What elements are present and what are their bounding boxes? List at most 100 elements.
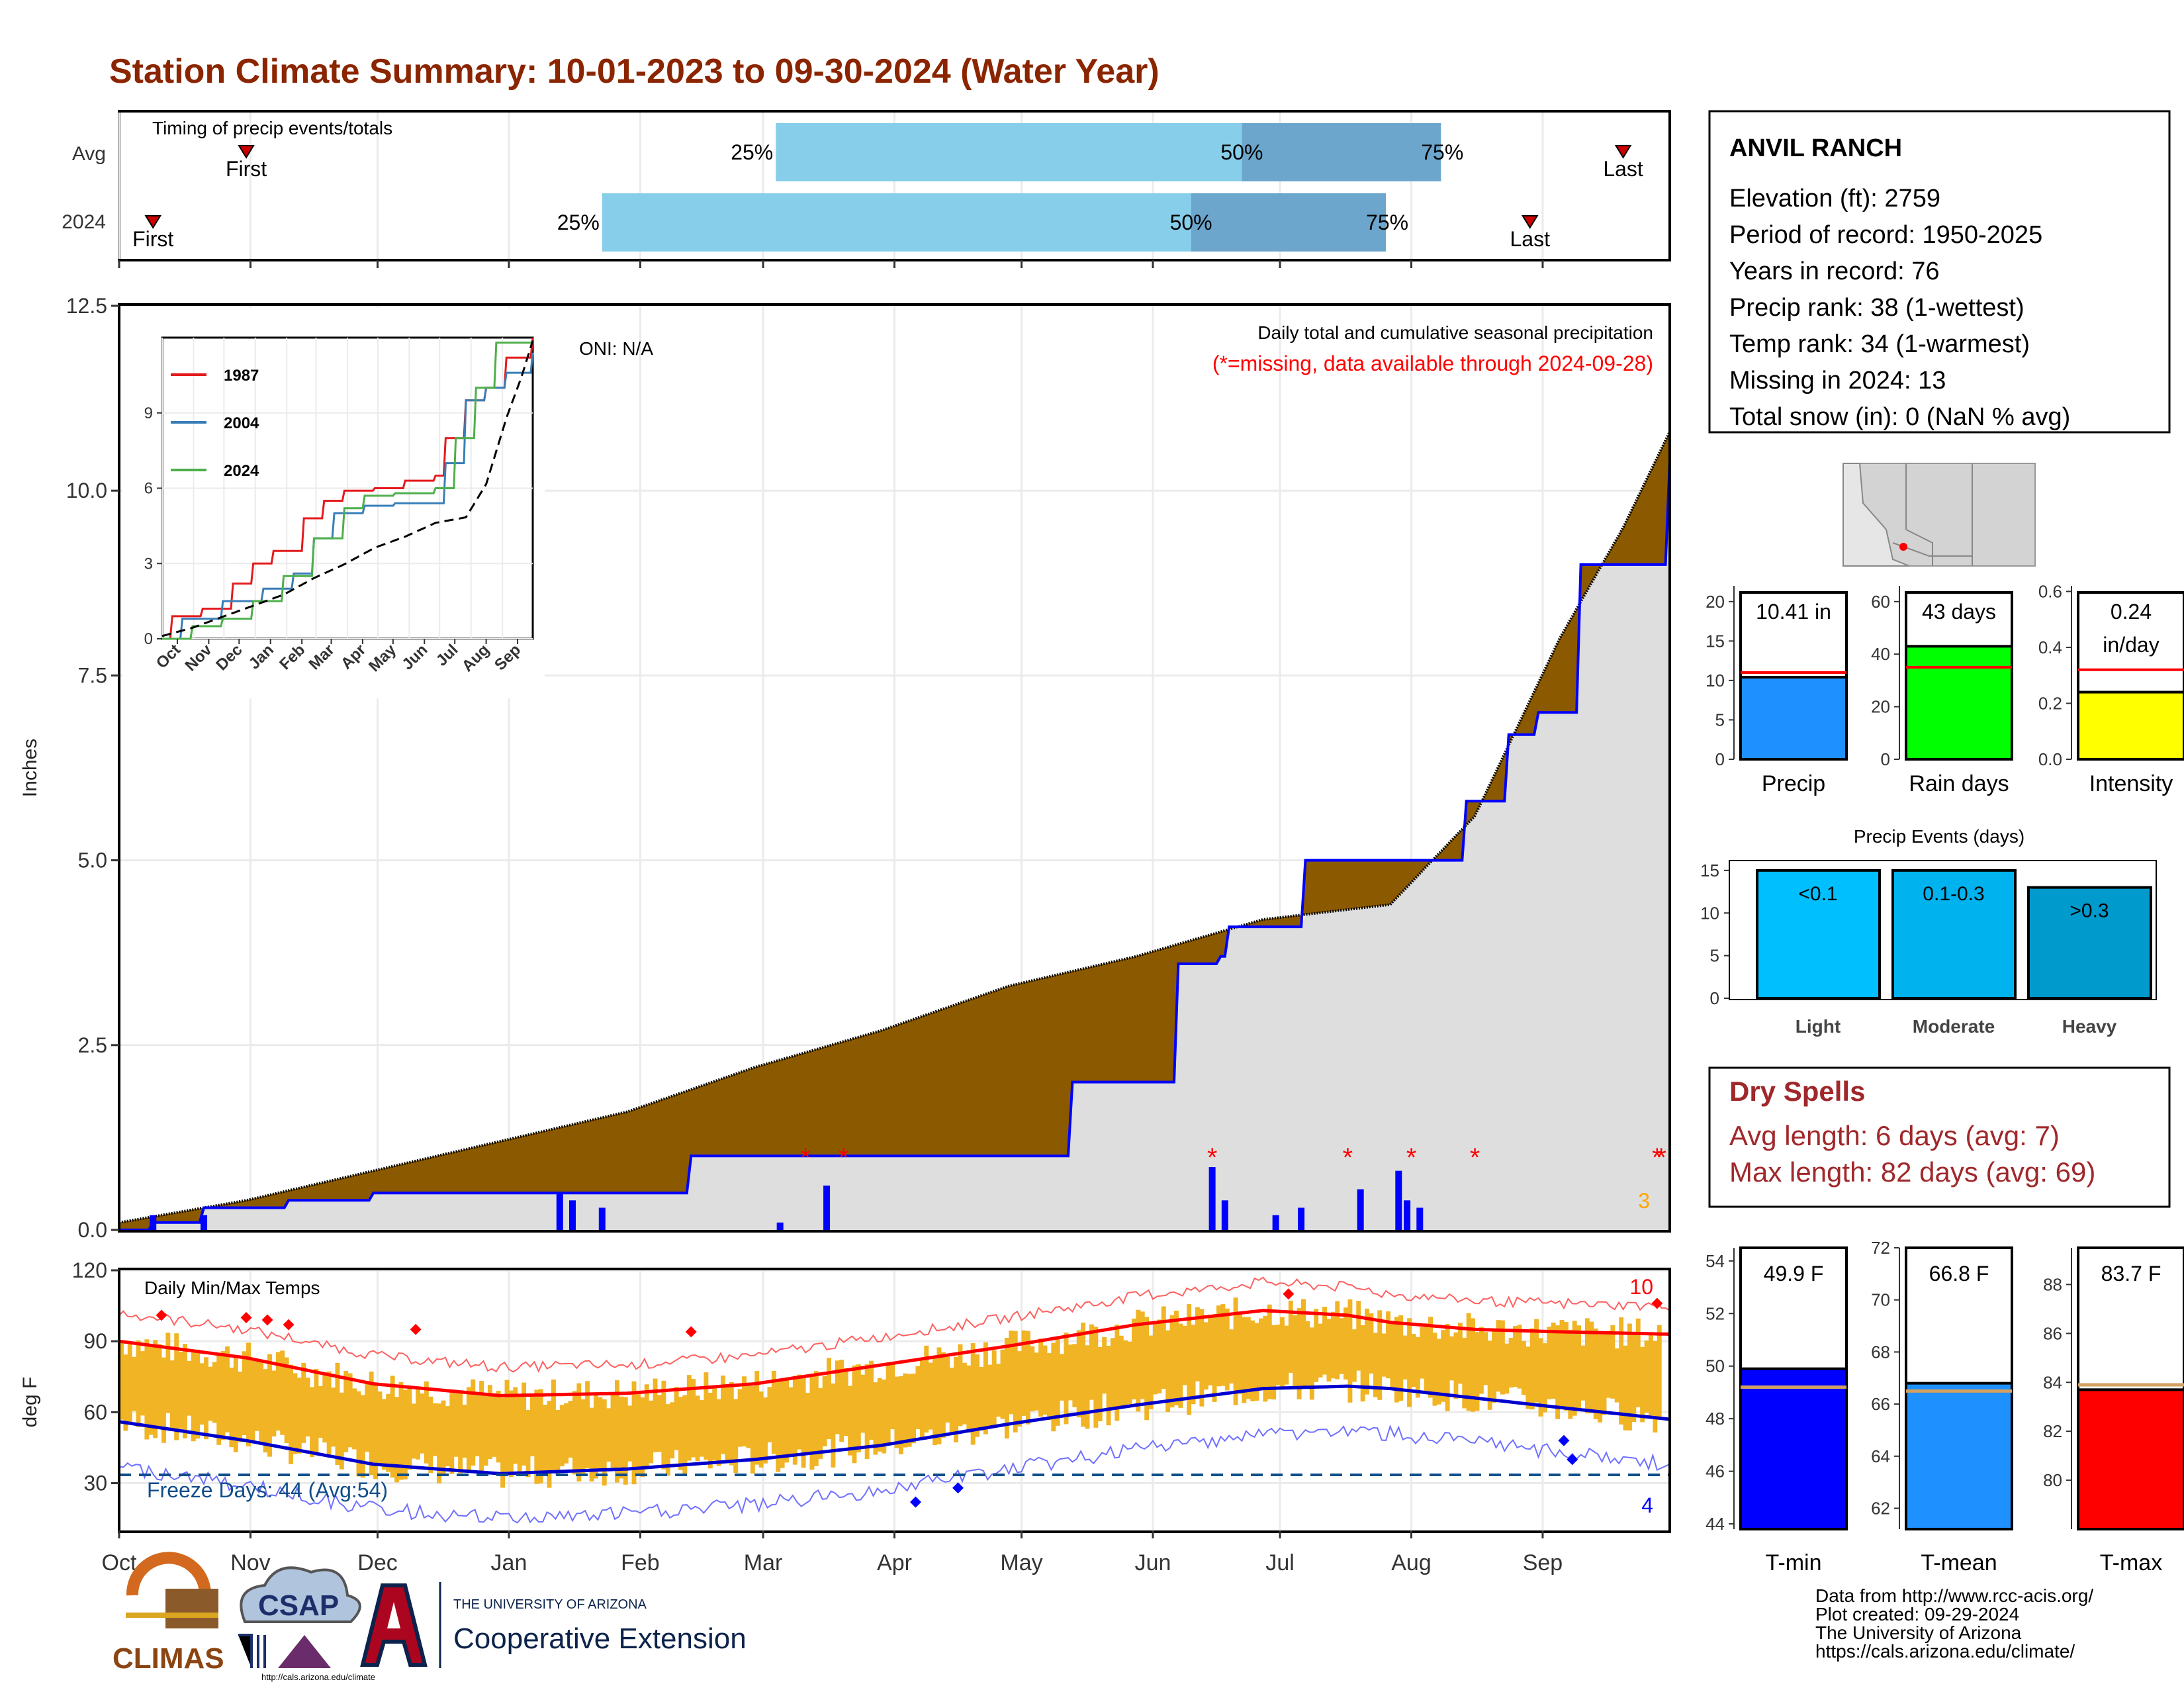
temp-ytick-label: 120 [72, 1258, 107, 1282]
daily-precip-bar [1404, 1200, 1411, 1230]
avg-timing-bar-50-75 [1242, 123, 1441, 181]
daily-temp-bar [610, 1395, 615, 1468]
daily-temp-bar [996, 1364, 1001, 1417]
dry-spells-max: Max length: 82 days (avg: 69) [1729, 1156, 2095, 1188]
daily-temp-bar [742, 1376, 747, 1447]
missing-count: 3 [1638, 1189, 1650, 1213]
daily-temp-bar [890, 1362, 895, 1430]
daily-temp-bar [424, 1381, 429, 1464]
daily-temp-bar [453, 1389, 459, 1457]
dry-spells-box: Dry Spells Avg length: 6 days (avg: 7) M… [1708, 1066, 2171, 1208]
daily-temp-bar [1293, 1315, 1298, 1388]
missing-day-marker: * [1470, 1143, 1480, 1172]
precip-ytick-label: 7.5 [78, 663, 107, 687]
daily-temp-bar [1174, 1310, 1179, 1406]
daily-temp-bar [919, 1360, 925, 1438]
daily-temp-bar [373, 1383, 378, 1479]
record-min-count: 4 [1641, 1493, 1653, 1517]
inset-average-line [161, 340, 534, 637]
month-label: Jan [491, 1550, 527, 1575]
daily-temp-bar [869, 1360, 874, 1440]
missing-day-marker: * [839, 1143, 849, 1172]
daily-temp-bar [1377, 1310, 1383, 1400]
precip-ytick-label: 5.0 [78, 849, 107, 872]
daily-temp-bar [1432, 1333, 1437, 1406]
daily-temp-bar [763, 1397, 768, 1464]
summary-bar-ytick-label: 20 [1871, 697, 1890, 717]
daily-precip-bar [1395, 1170, 1402, 1230]
p50-label: 50% [1170, 211, 1212, 234]
temp-ytick-label: 30 [83, 1472, 107, 1495]
daily-temp-bar [1568, 1329, 1573, 1419]
daily-temp-bar [958, 1344, 963, 1427]
daily-temp-bar [1534, 1319, 1539, 1403]
daily-temp-bar [216, 1354, 222, 1445]
daily-temp-bar [695, 1395, 700, 1462]
daily-temp-bar [1046, 1353, 1052, 1421]
daily-temp-bar [962, 1362, 967, 1425]
daily-temp-bar [394, 1397, 400, 1483]
daily-temp-bar [911, 1374, 917, 1444]
daily-temp-bar [1042, 1345, 1048, 1415]
daily-temp-bar [1657, 1325, 1662, 1419]
missing-day-marker: * [1343, 1143, 1353, 1172]
inset-year-line [162, 342, 533, 640]
daily-temp-bar [1009, 1331, 1014, 1415]
daily-temp-bar [233, 1358, 238, 1452]
daily-temp-bar [136, 1340, 141, 1427]
summary-bar-ytick-label: 0.2 [2038, 693, 2062, 713]
temp-summary-ytick-label: 80 [2043, 1470, 2062, 1490]
month-label: Jul [1265, 1550, 1294, 1575]
daily-temp-bar [1110, 1338, 1115, 1407]
first-label: First [226, 157, 267, 181]
daily-temp-bar [627, 1405, 633, 1462]
daily-temp-bar [1030, 1346, 1035, 1411]
inset-legend-label: 2004 [224, 414, 259, 432]
daily-temp-bar [428, 1396, 433, 1474]
daily-temp-bar [1589, 1321, 1594, 1413]
daily-temp-bar [780, 1381, 785, 1468]
daily-temp-bar [771, 1370, 776, 1454]
daily-temp-bar [517, 1395, 522, 1476]
daily-temp-bar [169, 1360, 175, 1431]
daily-temp-bar [1365, 1308, 1369, 1395]
daily-precip-bar [556, 1193, 563, 1230]
daily-temp-bar [1161, 1306, 1166, 1389]
daily-temp-bar [119, 1341, 124, 1420]
daily-temp-bar [462, 1404, 467, 1458]
daily-temp-bar [1521, 1341, 1526, 1395]
daily-temp-bar [933, 1358, 938, 1445]
average-cumulative-area [119, 460, 1670, 1230]
station-info-box: ANVIL RANCH Elevation (ft): 2759 Period o… [1708, 110, 2171, 434]
daily-temp-bar [508, 1390, 514, 1477]
daily-temp-bar [1602, 1333, 1607, 1415]
daily-temp-bar [398, 1382, 404, 1480]
daily-temp-bar [1356, 1301, 1361, 1371]
daily-temp-bar [945, 1356, 950, 1423]
daily-temp-bar [543, 1405, 548, 1472]
daily-temp-bar [1449, 1336, 1455, 1381]
summary-bar-ytick-label: 40 [1871, 644, 1890, 664]
daily-temp-bar [822, 1376, 827, 1446]
daily-temp-bar [856, 1364, 861, 1453]
temp-summary-ytick-label: 46 [1706, 1462, 1725, 1481]
daily-temp-bar [831, 1383, 836, 1468]
missing-note: (*=missing, data available through 2024-… [1212, 352, 1653, 375]
daily-temp-bar [1635, 1318, 1641, 1407]
daily-temp-bar [1165, 1330, 1171, 1413]
daily-temp-bar [860, 1374, 866, 1433]
daily-temp-bar [1140, 1311, 1145, 1399]
daily-temp-bar [678, 1397, 683, 1470]
daily-temp-bar [483, 1394, 488, 1466]
daily-temp-bar [987, 1364, 993, 1428]
station-info-line: Period of record: 1950-2025 [1729, 221, 2042, 249]
daily-temp-bar [1614, 1348, 1619, 1403]
missing-day-marker: * [1406, 1143, 1417, 1172]
temp-summary-value: 83.7 F [2101, 1262, 2161, 1286]
daily-temp-bar [1500, 1320, 1505, 1395]
events-bar [1756, 868, 1881, 1000]
daily-temp-bar [208, 1366, 213, 1421]
daily-temp-bar [229, 1368, 234, 1448]
daily-temp-bar [568, 1401, 573, 1458]
daily-temp-bar [1606, 1333, 1611, 1398]
